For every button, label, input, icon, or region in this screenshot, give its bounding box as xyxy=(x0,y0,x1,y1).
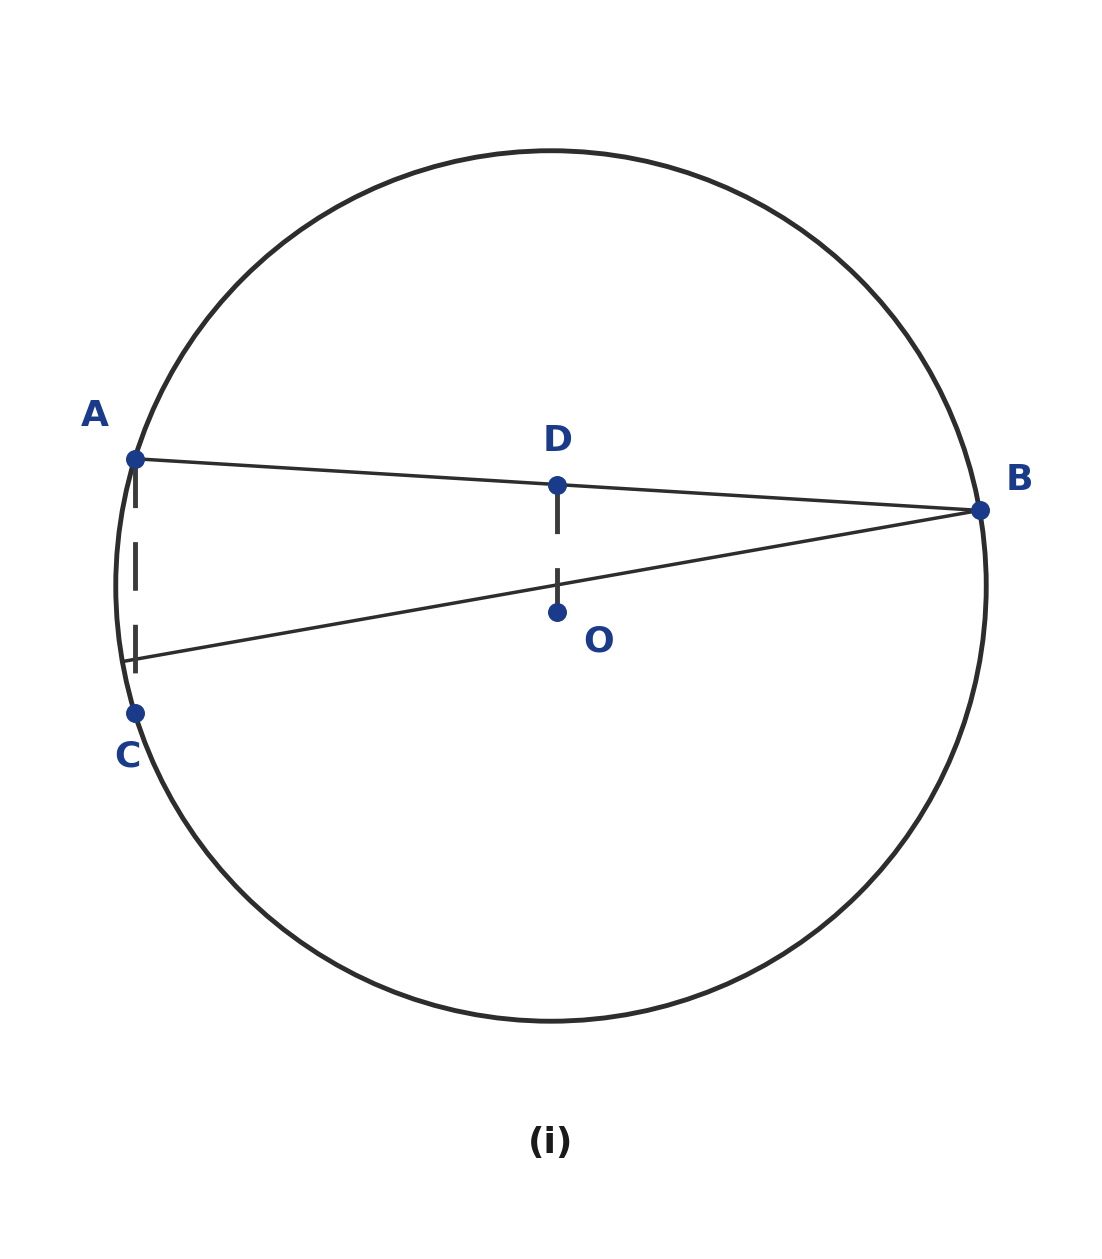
Text: (i): (i) xyxy=(528,1126,574,1160)
Text: C: C xyxy=(114,739,140,773)
Text: D: D xyxy=(542,424,572,458)
Point xyxy=(126,448,143,468)
Point xyxy=(549,475,566,495)
Point xyxy=(971,500,988,520)
Point xyxy=(126,704,143,724)
Text: A: A xyxy=(80,399,109,433)
Text: B: B xyxy=(1006,463,1034,497)
Text: O: O xyxy=(583,624,614,658)
Point xyxy=(549,602,566,622)
